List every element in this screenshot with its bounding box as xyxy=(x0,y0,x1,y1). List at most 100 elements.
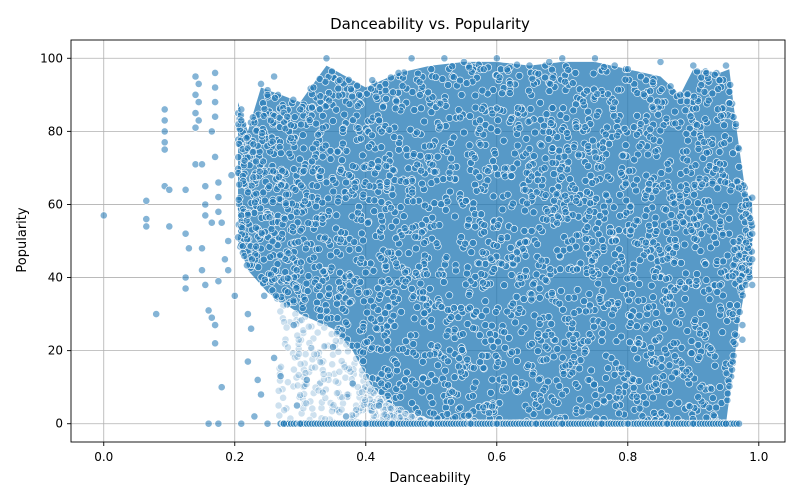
density-point xyxy=(630,345,639,354)
density-point xyxy=(734,144,743,152)
density-point xyxy=(598,329,607,338)
data-point xyxy=(414,408,423,417)
density-point xyxy=(563,214,572,223)
density-point xyxy=(524,361,533,370)
data-point xyxy=(227,171,236,180)
density-point xyxy=(545,127,554,136)
density-point xyxy=(409,150,418,158)
density-point xyxy=(497,233,506,242)
data-point xyxy=(741,280,750,289)
density-point xyxy=(528,370,537,379)
data-point xyxy=(142,196,151,205)
density-point xyxy=(710,233,719,242)
density-point xyxy=(382,94,390,103)
data-point xyxy=(234,233,242,242)
density-point xyxy=(723,316,731,325)
data-point xyxy=(276,372,285,381)
data-point xyxy=(427,65,436,74)
density-point xyxy=(541,73,549,82)
density-point xyxy=(463,320,472,328)
density-point xyxy=(293,218,302,227)
density-point xyxy=(700,138,708,146)
density-point xyxy=(665,292,674,301)
density-point xyxy=(409,292,418,301)
density-point xyxy=(472,307,481,316)
density-point xyxy=(447,313,456,321)
sparse-point xyxy=(357,388,366,396)
data-point xyxy=(214,277,223,286)
density-point xyxy=(663,228,671,236)
density-point xyxy=(735,183,743,192)
density-point xyxy=(602,374,610,382)
density-point xyxy=(679,218,687,226)
density-point xyxy=(485,409,493,417)
density-point xyxy=(456,76,464,85)
data-point xyxy=(243,310,252,318)
density-point xyxy=(332,211,341,220)
density-point xyxy=(512,292,521,301)
density-point xyxy=(694,144,703,153)
density-point xyxy=(475,331,484,340)
data-point xyxy=(201,182,210,191)
density-point xyxy=(553,246,562,255)
density-point xyxy=(365,182,374,190)
density-point xyxy=(557,173,566,181)
density-point xyxy=(425,141,434,150)
density-point xyxy=(341,193,350,202)
density-point xyxy=(649,293,657,302)
density-point xyxy=(718,230,727,239)
sparse-point xyxy=(332,329,341,338)
density-point xyxy=(325,96,334,105)
density-point xyxy=(299,144,308,153)
density-point xyxy=(543,207,552,216)
density-point xyxy=(520,226,529,235)
density-point xyxy=(442,331,451,340)
sparse-point xyxy=(362,372,370,381)
density-point xyxy=(391,104,400,113)
density-point xyxy=(338,304,347,313)
density-point xyxy=(514,104,522,112)
density-point xyxy=(537,141,546,150)
sparse-point xyxy=(308,404,317,413)
data-point xyxy=(214,207,223,216)
density-point xyxy=(632,392,641,401)
sparse-point xyxy=(358,366,366,375)
density-point xyxy=(299,166,308,175)
density-point xyxy=(672,223,680,232)
density-point xyxy=(572,123,581,132)
density-point xyxy=(247,181,256,190)
density-point xyxy=(661,345,669,354)
density-point xyxy=(597,163,606,171)
density-point xyxy=(683,186,691,194)
density-point xyxy=(730,245,739,254)
sparse-point xyxy=(316,358,325,366)
density-point xyxy=(532,188,541,197)
density-point xyxy=(659,221,668,230)
density-point xyxy=(382,322,391,331)
density-point xyxy=(398,345,407,353)
data-point xyxy=(309,83,318,92)
density-point xyxy=(377,197,386,206)
data-point xyxy=(637,72,645,81)
density-point xyxy=(470,154,479,162)
density-point xyxy=(604,300,613,309)
sparse-point xyxy=(311,363,319,372)
data-point xyxy=(217,383,226,392)
density-point xyxy=(603,123,611,132)
density-point xyxy=(709,411,718,420)
density-point xyxy=(374,284,382,293)
density-point xyxy=(359,297,368,306)
density-point xyxy=(379,103,387,112)
density-point xyxy=(652,309,661,317)
density-point xyxy=(361,268,370,277)
density-point xyxy=(402,145,411,154)
density-point xyxy=(592,194,601,203)
density-point xyxy=(541,154,550,163)
density-point xyxy=(635,311,644,320)
density-point xyxy=(280,215,289,223)
density-point xyxy=(647,343,655,352)
density-point xyxy=(392,97,401,106)
density-point xyxy=(585,330,594,339)
density-point xyxy=(507,171,516,180)
data-point xyxy=(204,419,213,428)
